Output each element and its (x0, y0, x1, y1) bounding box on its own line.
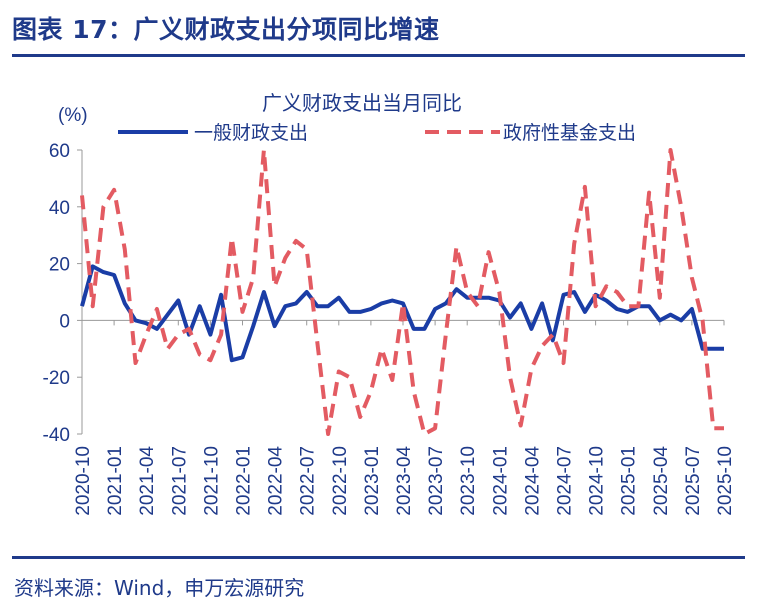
y-tick-label: 0 (59, 311, 70, 332)
x-tick-label: 2024-04 (522, 446, 543, 516)
source-note: 资料来源：Wind，申万宏源研究 (14, 576, 305, 600)
x-tick-label: 2024-10 (587, 446, 608, 516)
y-axis-label: (%) (58, 105, 88, 126)
x-tick-label: 2021-10 (201, 446, 222, 516)
title-rule (12, 54, 745, 57)
series-line-government-fund (80, 148, 724, 436)
series-line-general-budget (80, 264, 724, 363)
x-tick-label: 2025-07 (683, 446, 704, 516)
y-tick-label: 40 (49, 198, 70, 219)
y-tick-label: -40 (43, 425, 70, 446)
legend: 一般财政支出 政府性基金支出 (118, 122, 636, 144)
x-tick-label: 2021-04 (137, 446, 158, 516)
source-rule (12, 556, 745, 559)
figure-title: 图表 17：广义财政支出分项同比增速 (12, 15, 440, 44)
x-tick-label: 2023-04 (394, 446, 415, 516)
x-tick-label: 2024-07 (555, 446, 576, 516)
x-tick-label: 2022-10 (330, 446, 351, 516)
x-axis: 2020-10 2021-01 2021-04 2021-07 2021-10 2022-… (73, 319, 736, 516)
x-tick-label: 2020-10 (73, 446, 94, 516)
x-tick-label: 2025-04 (651, 446, 672, 516)
x-tick-label: 2023-07 (426, 446, 447, 516)
x-tick-label: 2023-01 (362, 446, 383, 516)
y-axis: -40 -20 0 20 40 60 (43, 141, 83, 446)
plot-area (80, 148, 724, 436)
x-tick-label: 2022-04 (266, 446, 287, 516)
y-tick-label: -20 (43, 368, 70, 389)
x-tick-label: 2024-01 (490, 446, 511, 516)
x-tick-label: 2021-07 (169, 446, 190, 516)
x-tick-label: 2021-01 (105, 446, 126, 516)
x-tick-label: 2023-10 (458, 446, 479, 516)
y-tick-label: 60 (49, 141, 70, 162)
x-tick-label: 2025-10 (715, 446, 736, 516)
legend-label: 一般财政支出 (194, 122, 308, 144)
y-tick-label: 20 (49, 255, 70, 276)
x-tick-label: 2022-01 (234, 446, 255, 516)
chart-title: 广义财政支出当月同比 (262, 91, 462, 115)
legend-label: 政府性基金支出 (503, 122, 636, 144)
x-tick-label: 2025-01 (619, 446, 640, 516)
x-tick-label: 2022-07 (298, 446, 319, 516)
line-chart: 广义财政支出当月同比 (%) 一般财政支出 政府性基金支出 -40 -20 0 20 40… (43, 91, 736, 516)
